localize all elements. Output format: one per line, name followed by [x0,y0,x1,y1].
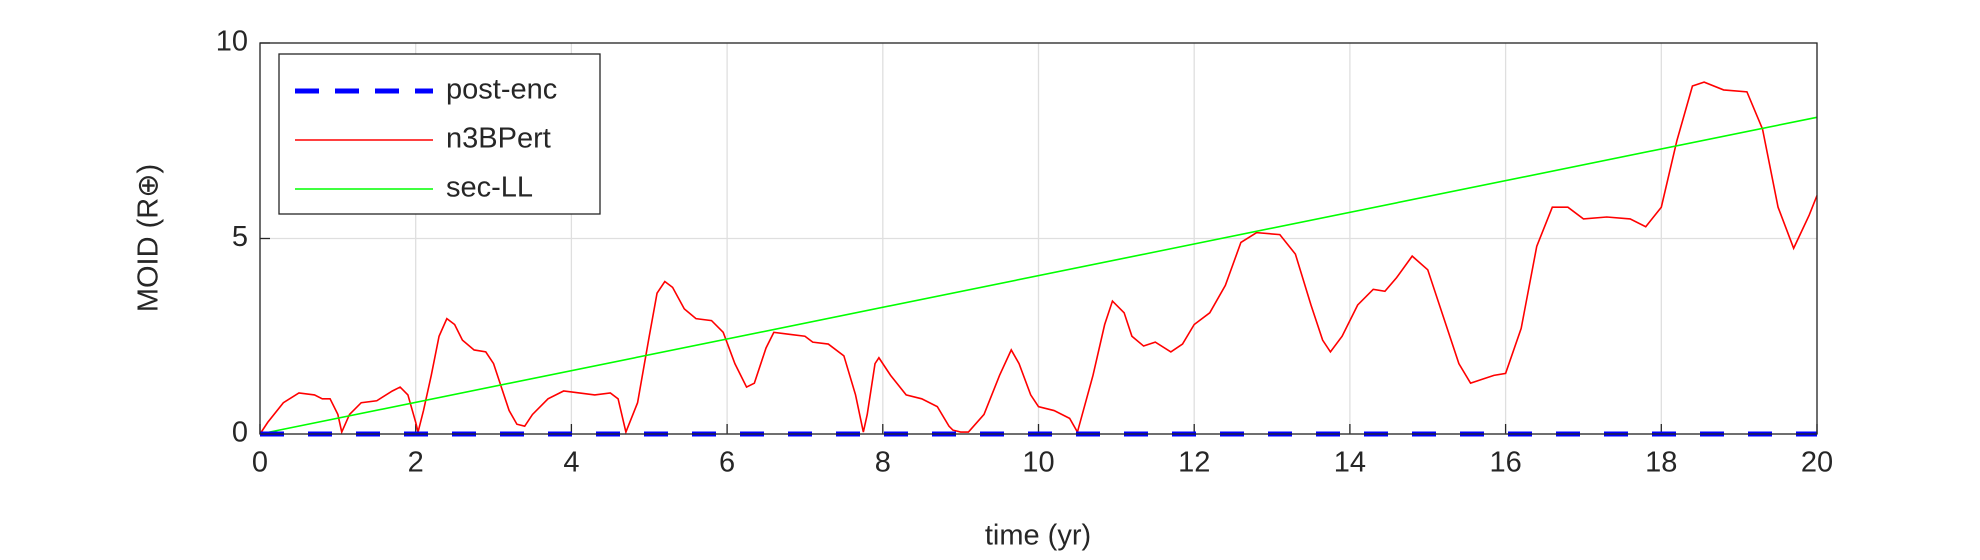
axes-box [259,42,1818,435]
x-tick-label: 18 [1645,447,1677,479]
series-line [259,116,1818,435]
x-tick-label: 10 [1022,447,1054,479]
x-tick-label: 14 [1334,447,1366,479]
x-tick-label: 12 [1178,447,1210,479]
y-tick-label: 10 [216,26,248,58]
x-axis-label: time (yr) [985,520,1091,552]
x-tick-label: 8 [875,447,891,479]
legend-label: n3BPert [446,123,551,155]
y-tick-label: 5 [232,221,248,253]
x-tick-label: 4 [563,447,579,479]
x-tick-label: 0 [252,447,268,479]
x-tick-label: 2 [408,447,424,479]
y-axis-label: MOID (R⊕) [133,164,165,312]
y-tick-label: 0 [232,417,248,449]
legend-box [278,53,601,215]
x-tick-label: 20 [1801,447,1833,479]
series-line [259,81,1818,435]
x-tick-label: 6 [719,447,735,479]
legend-label: post-enc [446,74,557,106]
x-tick-label: 16 [1489,447,1521,479]
legend-label: sec-LL [446,172,533,204]
